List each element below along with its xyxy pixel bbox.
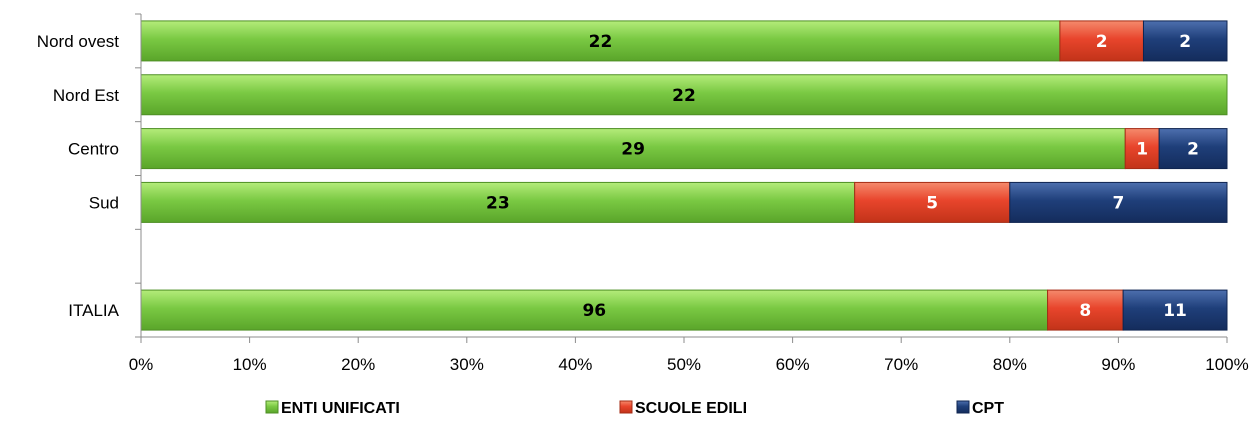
bar-centro-enti-unificati (140, 128, 1126, 170)
data-label-sud-cpt: 7 (1112, 193, 1124, 213)
category-label-centro: Centro (68, 140, 119, 159)
category-label-nord-ovest: Nord ovest (37, 32, 119, 51)
x-tick-label: 40% (558, 355, 592, 374)
data-label-italia-scuole-edili: 8 (1079, 301, 1091, 321)
data-label-nord-est-enti-unificati: 22 (672, 86, 696, 106)
x-tick-label: 90% (1101, 355, 1135, 374)
x-tick-label: 10% (233, 355, 267, 374)
category-label-italia: ITALIA (68, 301, 119, 320)
legend: ENTI UNIFICATI SCUOLE EDILI CPT (265, 400, 1004, 417)
data-label-centro-enti-unificati: 29 (621, 140, 645, 160)
bar-sud-scuole-edili (854, 181, 1011, 223)
x-tick-label: 0% (129, 355, 154, 374)
data-label-centro-cpt: 2 (1187, 140, 1199, 160)
legend-swatch-scuole-edili (619, 400, 633, 414)
axes: Nord ovest Nord Est Centro Sud ITALIA 0% 10% 20… (37, 13, 1249, 374)
bar-nord-ovest-enti-unificati (140, 20, 1061, 62)
data-label-sud-scuole-edili: 5 (926, 193, 938, 213)
x-tick-label: 50% (667, 355, 701, 374)
data-label-nord-ovest-enti-unificati: 22 (589, 32, 613, 52)
category-label-nord-est: Nord Est (53, 86, 119, 105)
data-label-nord-ovest-cpt: 2 (1179, 32, 1191, 52)
data-label-italia-cpt: 11 (1163, 301, 1187, 321)
legend-label-cpt: CPT (972, 400, 1004, 417)
bar-italia-cpt (1122, 289, 1228, 331)
x-tick-label: 60% (776, 355, 810, 374)
bar-nord-ovest-cpt (1142, 20, 1228, 62)
x-tick-label: 100% (1205, 355, 1248, 374)
legend-swatch-enti-unificati (265, 400, 279, 414)
data-label-italia-enti-unificati: 96 (582, 301, 606, 321)
x-tick-label: 70% (884, 355, 918, 374)
data-label-sud-enti-unificati: 23 (486, 193, 510, 213)
x-tick-label: 80% (993, 355, 1027, 374)
bar-centro-cpt (1158, 128, 1228, 170)
bar-nord-ovest-scuole-edili (1059, 20, 1144, 62)
data-label-nord-ovest-scuole-edili: 2 (1096, 32, 1108, 52)
category-label-sud: Sud (89, 193, 119, 212)
bar-centro-scuole-edili (1124, 128, 1160, 170)
bar-sud-cpt (1009, 181, 1228, 223)
data-label-centro-scuole-edili: 1 (1136, 140, 1148, 160)
legend-label-enti-unificati: ENTI UNIFICATI (281, 400, 400, 417)
x-tick-label: 20% (341, 355, 375, 374)
legend-swatch-cpt (956, 400, 970, 414)
x-tick-label: 30% (450, 355, 484, 374)
legend-label-scuole-edili: SCUOLE EDILI (635, 400, 747, 417)
bar-nord-est-enti-unificati (140, 74, 1228, 116)
bar-italia-scuole-edili (1047, 289, 1124, 331)
